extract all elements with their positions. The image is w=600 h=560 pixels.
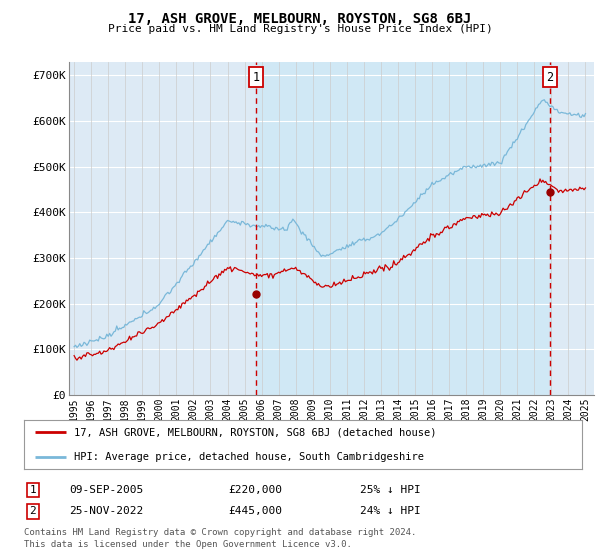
Text: 1: 1 [253,71,260,84]
Text: 2: 2 [546,71,553,84]
Text: 25% ↓ HPI: 25% ↓ HPI [360,485,421,495]
Text: 1: 1 [29,485,37,495]
Text: Price paid vs. HM Land Registry's House Price Index (HPI): Price paid vs. HM Land Registry's House … [107,24,493,34]
Text: 09-SEP-2005: 09-SEP-2005 [69,485,143,495]
Text: 17, ASH GROVE, MELBOURN, ROYSTON, SG8 6BJ: 17, ASH GROVE, MELBOURN, ROYSTON, SG8 6B… [128,12,472,26]
Text: 24% ↓ HPI: 24% ↓ HPI [360,506,421,516]
Text: £445,000: £445,000 [228,506,282,516]
Text: HPI: Average price, detached house, South Cambridgeshire: HPI: Average price, detached house, Sout… [74,452,424,462]
Text: £220,000: £220,000 [228,485,282,495]
Text: 2: 2 [29,506,37,516]
Text: 17, ASH GROVE, MELBOURN, ROYSTON, SG8 6BJ (detached house): 17, ASH GROVE, MELBOURN, ROYSTON, SG8 6B… [74,427,437,437]
Bar [256,62,550,395]
Text: Contains HM Land Registry data © Crown copyright and database right 2024.: Contains HM Land Registry data © Crown c… [24,528,416,537]
Text: 25-NOV-2022: 25-NOV-2022 [69,506,143,516]
Text: This data is licensed under the Open Government Licence v3.0.: This data is licensed under the Open Gov… [24,540,352,549]
